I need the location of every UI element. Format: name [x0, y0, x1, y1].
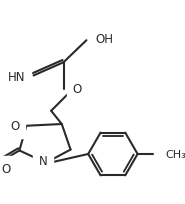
Text: OH: OH: [95, 33, 113, 46]
Text: CH₃: CH₃: [165, 149, 185, 159]
Text: HN: HN: [8, 71, 26, 83]
Text: O: O: [1, 162, 11, 175]
Text: N: N: [39, 154, 48, 167]
Text: O: O: [72, 83, 82, 96]
Text: O: O: [10, 120, 19, 133]
